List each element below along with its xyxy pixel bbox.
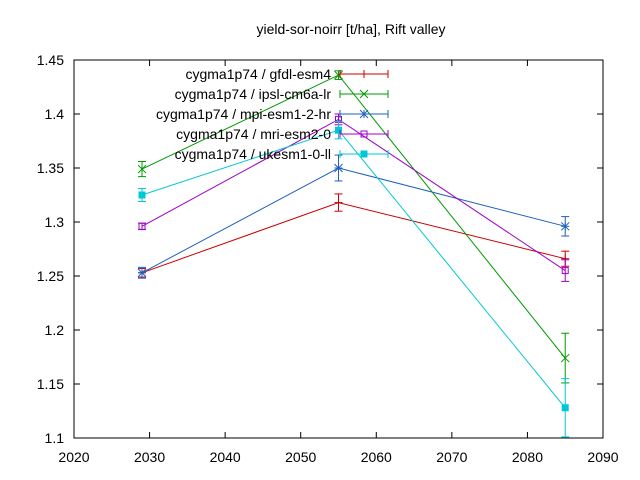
legend-marker <box>360 70 368 78</box>
x-tick-label: 2050 <box>285 449 316 465</box>
data-point <box>334 198 343 207</box>
legend-sample <box>339 89 389 99</box>
series-1 <box>137 70 570 384</box>
x-tick-label: 2020 <box>58 449 89 465</box>
legend-label: cygma1p74 / gfdl-esm4 <box>185 66 331 82</box>
series-line <box>141 202 566 274</box>
series-4 <box>138 121 570 438</box>
data-point <box>561 404 569 412</box>
x-tick-label: 2080 <box>512 449 543 465</box>
data-point <box>137 268 147 278</box>
data-point <box>138 222 146 230</box>
y-tick-label: 1.1 <box>45 430 65 446</box>
data-point <box>138 191 146 199</box>
data-point <box>137 164 147 174</box>
legend-sample <box>339 70 389 78</box>
y-tick-label: 1.45 <box>37 52 64 68</box>
series-line <box>141 167 566 274</box>
data-point <box>334 70 343 80</box>
y-tick-label: 1.35 <box>37 160 64 176</box>
legend-marker <box>359 109 369 119</box>
series-0 <box>138 193 570 278</box>
y-tick-label: 1.25 <box>37 268 64 284</box>
axes: 2020 2030 2040 2050 2060 2070 2080 2090 1.1 1.15 1… <box>37 52 619 465</box>
data-point <box>561 267 569 275</box>
legend-label: cygma1p74 / mpi-esm1-2-hr <box>156 106 331 122</box>
x-tick-label: 2070 <box>436 449 467 465</box>
legend-marker <box>360 130 368 138</box>
data-point <box>335 126 342 134</box>
series-line <box>141 118 566 272</box>
error-bar <box>561 259 570 282</box>
x-tick-label: 2040 <box>210 449 241 465</box>
y-tick-label: 1.2 <box>45 322 65 338</box>
series-layer <box>137 70 570 438</box>
y-tick-label: 1.15 <box>37 376 64 392</box>
legend-label: cygma1p74 / ukesm1-0-ll <box>175 146 331 162</box>
series-2 <box>137 154 570 279</box>
legend-label: cygma1p74 / mri-esm2-0 <box>176 126 331 142</box>
y-tick-label: 1.4 <box>45 106 65 122</box>
x-tick-label: 2030 <box>134 449 165 465</box>
y-tick-label: 1.3 <box>45 214 65 230</box>
legend-sample <box>339 109 389 119</box>
chart-title: yield-sor-noirr [t/ha], Rift valley <box>256 21 445 37</box>
legend-label: cygma1p74 / ipsl-cm6a-lr <box>175 86 332 102</box>
data-point <box>560 221 570 231</box>
x-tick-label: 2060 <box>361 449 392 465</box>
legend-marker <box>360 150 368 158</box>
x-tick-label: 2090 <box>587 449 618 465</box>
legend: cygma1p74 / gfdl-esm4 cygma1p74 / ipsl-cm… <box>156 66 389 162</box>
plot-frame <box>73 59 604 439</box>
legend-marker <box>359 89 369 99</box>
data-point <box>334 163 343 173</box>
legend-sample <box>339 130 389 138</box>
legend-sample <box>339 150 389 158</box>
data-point <box>560 353 570 363</box>
